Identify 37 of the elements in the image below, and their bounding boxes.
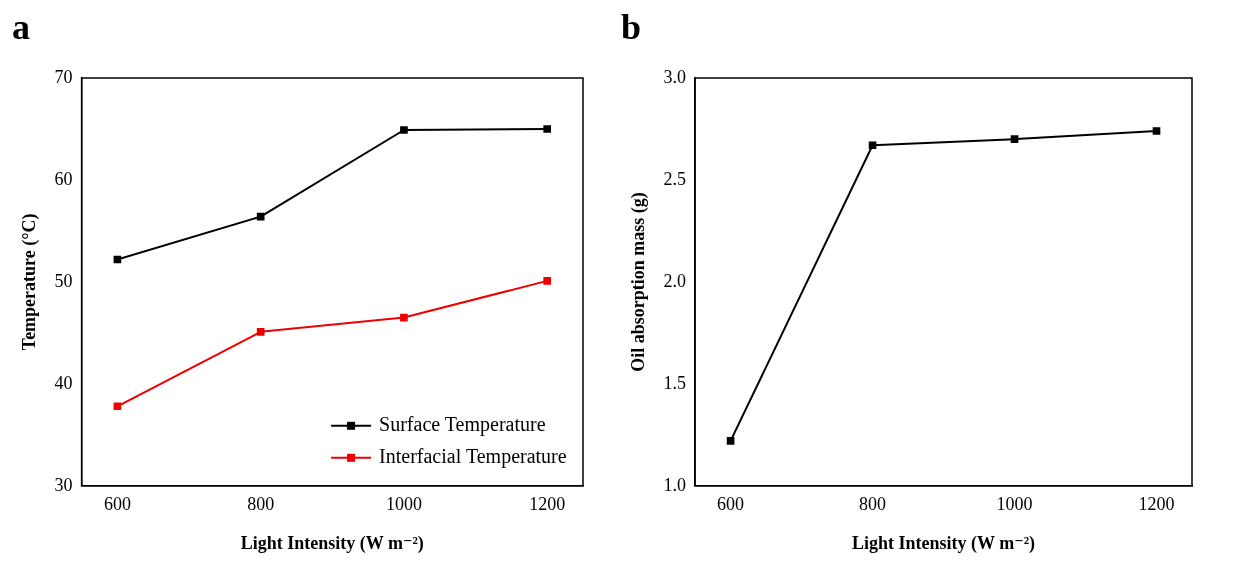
legend-label: Interfacial Temperature bbox=[379, 445, 567, 469]
y-tick-label: 30 bbox=[54, 474, 73, 495]
x-tick-label: 1000 bbox=[385, 494, 422, 515]
y-axis-title: Oil absorption mass (g) bbox=[628, 192, 650, 372]
point bbox=[400, 313, 408, 322]
y-tick-label: 70 bbox=[54, 66, 73, 87]
chart-title: a bbox=[12, 7, 30, 48]
point bbox=[543, 277, 552, 285]
x-axis-title: Light Intensity (W m⁻²) bbox=[852, 532, 1036, 554]
point bbox=[543, 125, 552, 133]
y-tick-label: 50 bbox=[54, 270, 73, 291]
point bbox=[1152, 127, 1161, 135]
y-tick-label: 1.0 bbox=[663, 474, 687, 495]
y-tick-label: 2.0 bbox=[663, 270, 687, 291]
point bbox=[256, 328, 265, 336]
y-axis-title: Temperature (°C) bbox=[19, 213, 41, 351]
x-tick-label: 800 bbox=[247, 494, 275, 515]
point bbox=[400, 126, 408, 134]
x-tick-label: 600 bbox=[717, 494, 745, 515]
point bbox=[113, 402, 122, 411]
x-tick-label: 1200 bbox=[529, 494, 566, 515]
point bbox=[868, 141, 877, 150]
chart-title: b bbox=[621, 7, 642, 48]
y-tick-label: 60 bbox=[54, 168, 73, 189]
x-tick-label: 1200 bbox=[1138, 494, 1175, 515]
y-tick-label: 2.5 bbox=[663, 168, 687, 189]
point bbox=[726, 437, 735, 445]
point bbox=[256, 212, 265, 221]
y-tick-label: 3.0 bbox=[663, 66, 687, 87]
x-tick-label: 1000 bbox=[996, 494, 1033, 515]
x-tick-label: 600 bbox=[103, 494, 131, 515]
legend-label: Surface Temperature bbox=[379, 413, 546, 437]
point bbox=[1010, 135, 1019, 143]
y-tick-label: 40 bbox=[54, 372, 73, 393]
y-tick-label: 1.5 bbox=[663, 372, 687, 393]
x-tick-label: 800 bbox=[859, 494, 887, 515]
x-axis-title: Light Intensity (W m⁻²) bbox=[240, 532, 424, 554]
